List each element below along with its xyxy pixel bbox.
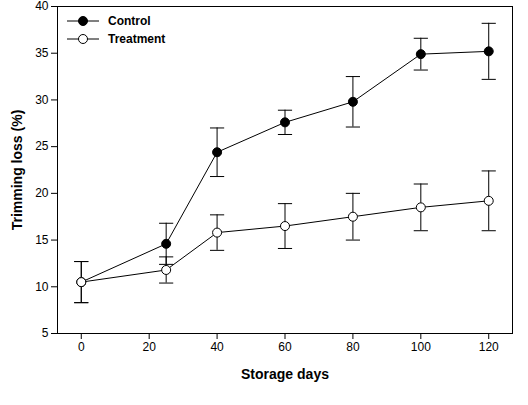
svg-text:15: 15 [35, 233, 49, 247]
svg-text:35: 35 [35, 46, 49, 60]
svg-text:10: 10 [35, 280, 49, 294]
svg-text:120: 120 [479, 340, 499, 354]
svg-text:25: 25 [35, 139, 49, 153]
svg-text:100: 100 [411, 340, 431, 354]
svg-text:40: 40 [210, 340, 224, 354]
svg-text:0: 0 [78, 340, 85, 354]
html-text:Treatment: Treatment [108, 32, 166, 46]
svg-text:Trimming loss (%): Trimming loss (%) [9, 110, 25, 231]
svg-text:5: 5 [42, 326, 49, 340]
svg-text:30: 30 [35, 93, 49, 107]
svg-text:40: 40 [35, 0, 49, 13]
svg-text:20: 20 [35, 186, 49, 200]
svg-text:80: 80 [346, 340, 360, 354]
html-text:Control: Control [108, 14, 151, 28]
svg-text:20: 20 [142, 340, 156, 354]
svg-text:60: 60 [278, 340, 292, 354]
svg-text:Storage days: Storage days [241, 366, 329, 382]
